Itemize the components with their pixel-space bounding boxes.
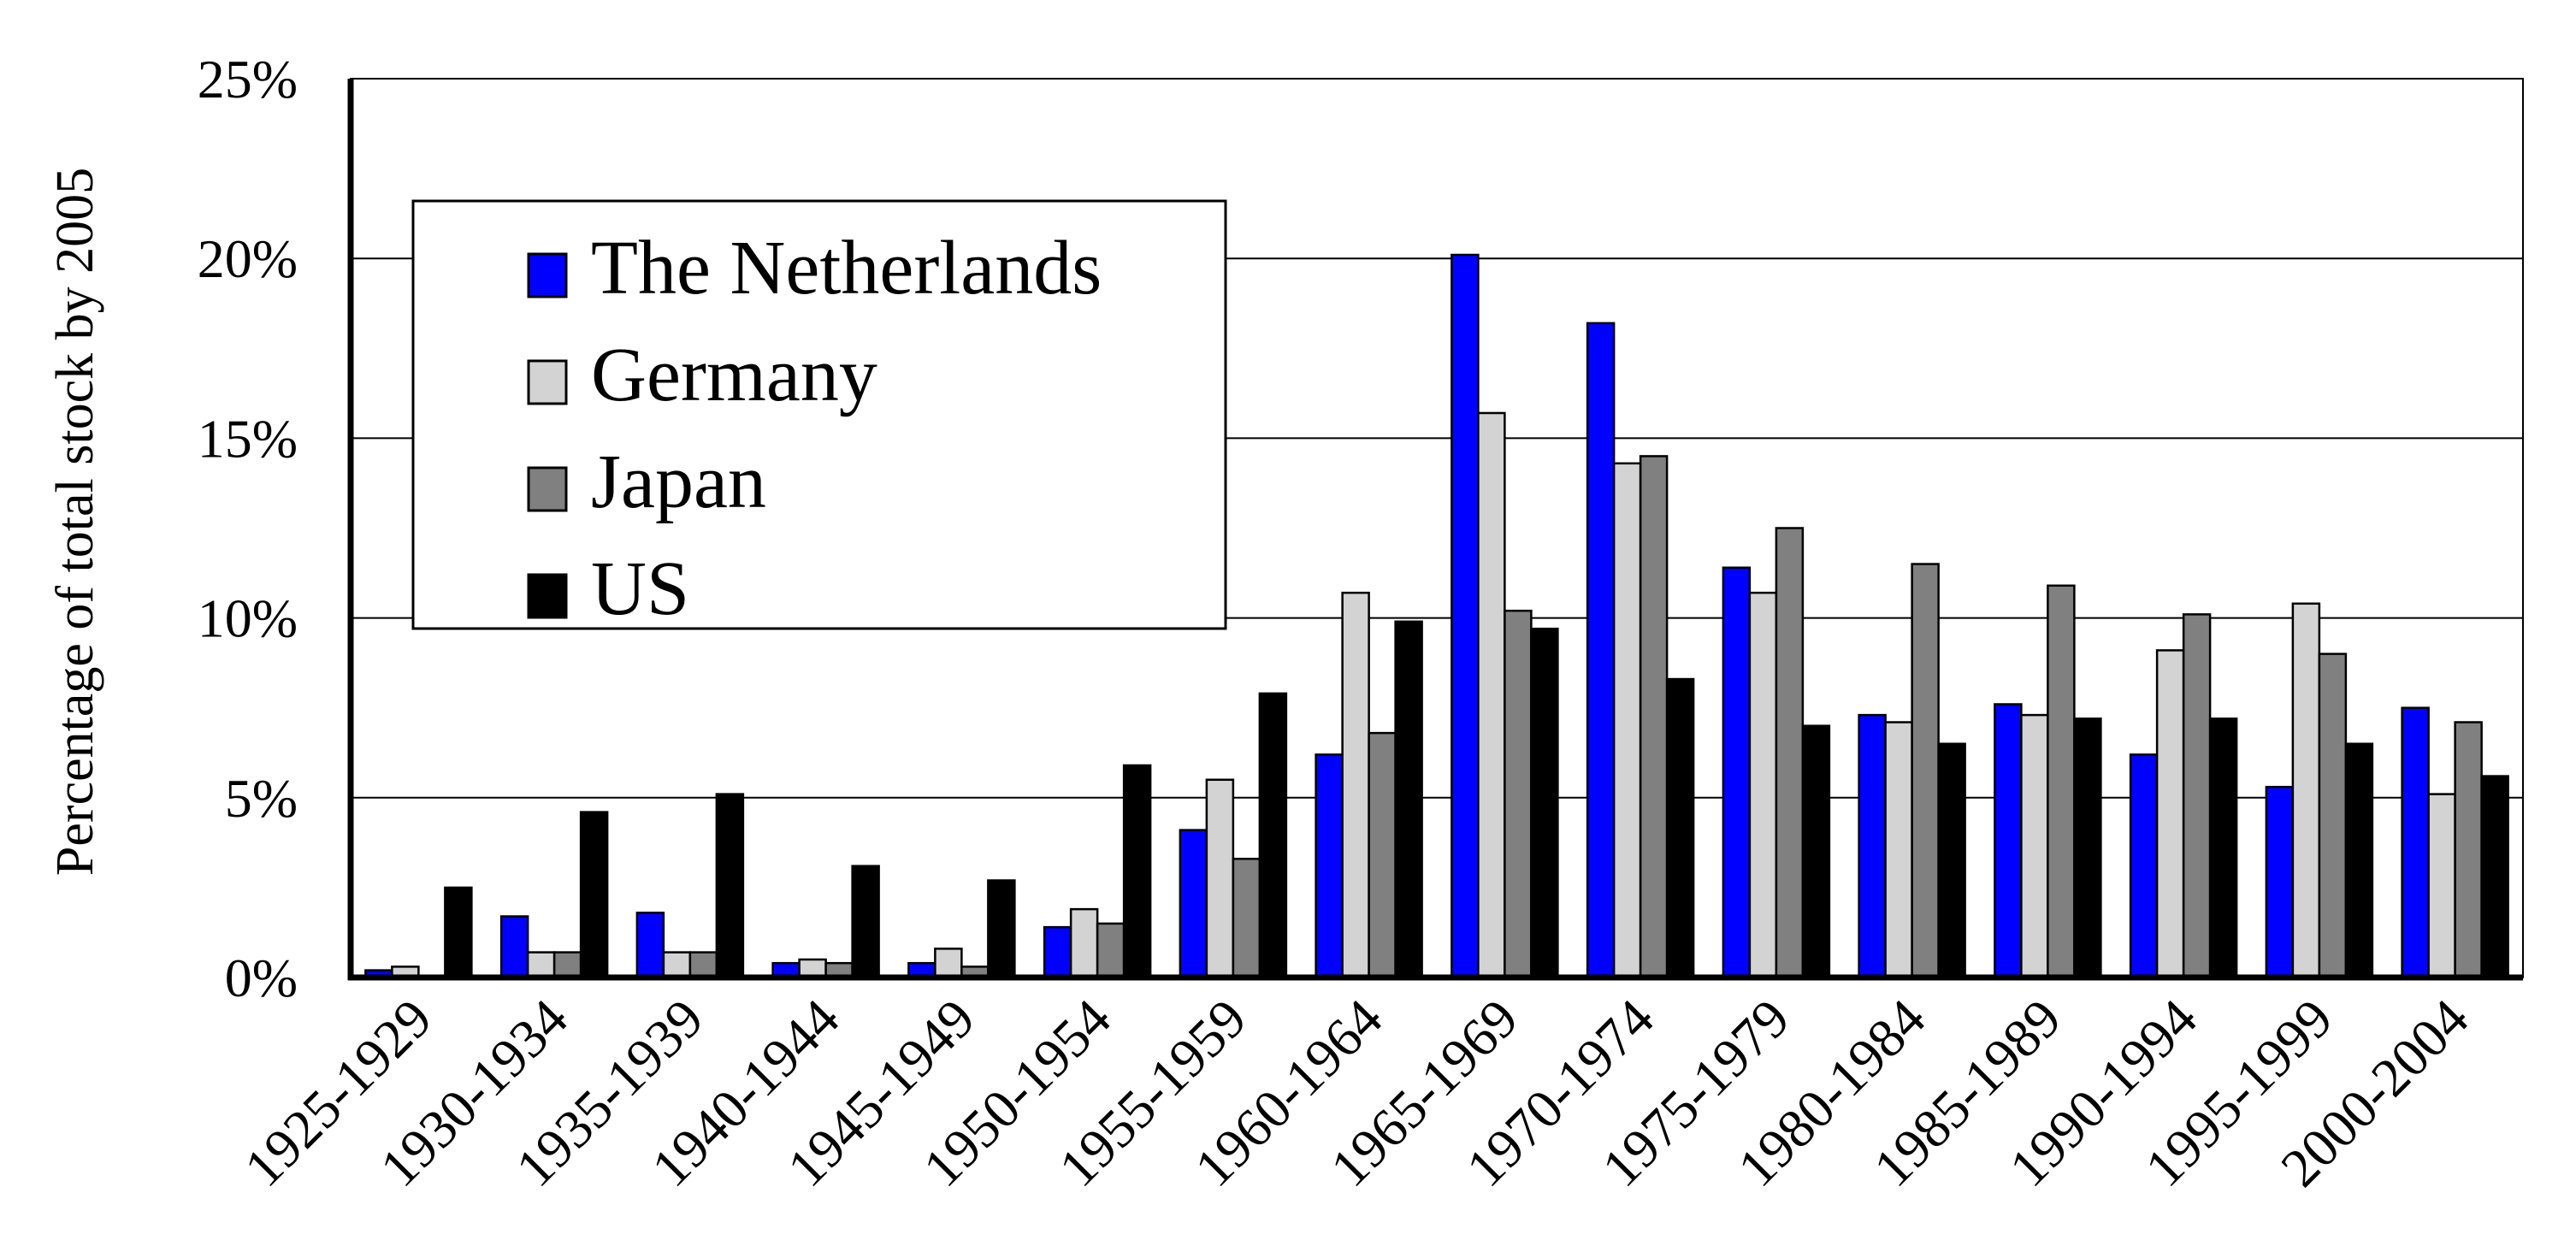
bar-japan bbox=[1912, 564, 1939, 977]
x-tick-labels: 1925-19291930-19341935-19391940-19441945… bbox=[233, 988, 2480, 1198]
bar-japan bbox=[2047, 586, 2074, 977]
legend-swatch bbox=[529, 468, 566, 511]
y-tick-label: 15% bbox=[198, 408, 298, 469]
y-tick-label: 25% bbox=[198, 49, 298, 109]
bar-germany bbox=[935, 948, 961, 977]
legend-label: Japan bbox=[591, 440, 766, 524]
bar-the-netherlands bbox=[1044, 927, 1071, 977]
bar-germany bbox=[2021, 715, 2047, 977]
bar-japan bbox=[2455, 723, 2482, 977]
y-tick-label: 5% bbox=[225, 768, 298, 829]
legend-label: The Netherlands bbox=[591, 226, 1102, 310]
bar-the-netherlands bbox=[637, 912, 664, 977]
bar-us bbox=[1803, 726, 1829, 977]
bar-us bbox=[1939, 744, 1965, 977]
bar-japan bbox=[554, 953, 581, 977]
bar-japan bbox=[690, 953, 717, 977]
bar-germany bbox=[1207, 780, 1233, 977]
bar-the-netherlands bbox=[1451, 255, 1478, 977]
bar-the-netherlands bbox=[1994, 704, 2021, 977]
legend-swatch bbox=[529, 575, 566, 617]
bar-japan bbox=[2183, 614, 2210, 977]
bar-us bbox=[988, 880, 1014, 977]
bar-the-netherlands bbox=[1859, 715, 1886, 977]
bar-us bbox=[1667, 679, 1693, 977]
y-axis-title: Percentage of total stock by 2005 bbox=[46, 168, 104, 876]
bar-the-netherlands bbox=[501, 917, 528, 977]
bar-us bbox=[2482, 777, 2508, 977]
bar-us bbox=[717, 794, 743, 977]
bar-us bbox=[581, 812, 607, 977]
bar-us bbox=[1124, 765, 1150, 977]
bar-us bbox=[2074, 718, 2100, 977]
bar-germany bbox=[528, 953, 554, 977]
bar-the-netherlands bbox=[2130, 754, 2157, 977]
bar-japan bbox=[1369, 733, 1396, 977]
legend-swatch bbox=[529, 254, 566, 297]
bar-us bbox=[1260, 694, 1286, 977]
y-tick-label: 10% bbox=[198, 588, 298, 649]
bar-germany bbox=[2429, 794, 2455, 977]
legend-label: US bbox=[591, 546, 689, 631]
bar-japan bbox=[1776, 529, 1803, 978]
bar-the-netherlands bbox=[1587, 323, 1614, 977]
bar-japan bbox=[2319, 654, 2346, 977]
bar-germany bbox=[664, 953, 690, 977]
bar-the-netherlands bbox=[1723, 568, 1750, 977]
legend-swatch bbox=[529, 361, 566, 404]
bar-germany bbox=[1478, 413, 1504, 977]
bar-germany bbox=[2157, 650, 2183, 977]
bar-us bbox=[445, 888, 471, 977]
bar-germany bbox=[1614, 464, 1640, 977]
bar-us bbox=[853, 866, 879, 977]
bar-us bbox=[1531, 629, 1557, 977]
bar-germany bbox=[1343, 593, 1369, 977]
bar-the-netherlands bbox=[2402, 708, 2429, 977]
y-tick-label: 0% bbox=[225, 948, 298, 1008]
bar-japan bbox=[1640, 456, 1667, 977]
bar-us bbox=[2210, 718, 2236, 977]
y-tick-labels: 0% 5% 10% 15% 20% 25% bbox=[198, 49, 298, 1008]
bar-germany bbox=[1071, 909, 1097, 977]
bar-japan bbox=[1504, 611, 1531, 977]
legend-label: Germany bbox=[591, 333, 877, 417]
bar-germany bbox=[1886, 723, 1912, 977]
bar-germany bbox=[1750, 593, 1776, 977]
bar-japan bbox=[1233, 859, 1260, 977]
y-tick-label: 20% bbox=[198, 228, 298, 289]
bar-us bbox=[2346, 744, 2372, 977]
bar-the-netherlands bbox=[2266, 787, 2293, 977]
bar-japan bbox=[1097, 924, 1124, 977]
bar-us bbox=[1396, 622, 1422, 977]
bar-the-netherlands bbox=[1180, 830, 1207, 977]
bar-germany bbox=[2293, 604, 2319, 977]
legend: The Netherlands Germany Japan US bbox=[413, 201, 1226, 631]
bar-the-netherlands bbox=[1316, 754, 1343, 977]
